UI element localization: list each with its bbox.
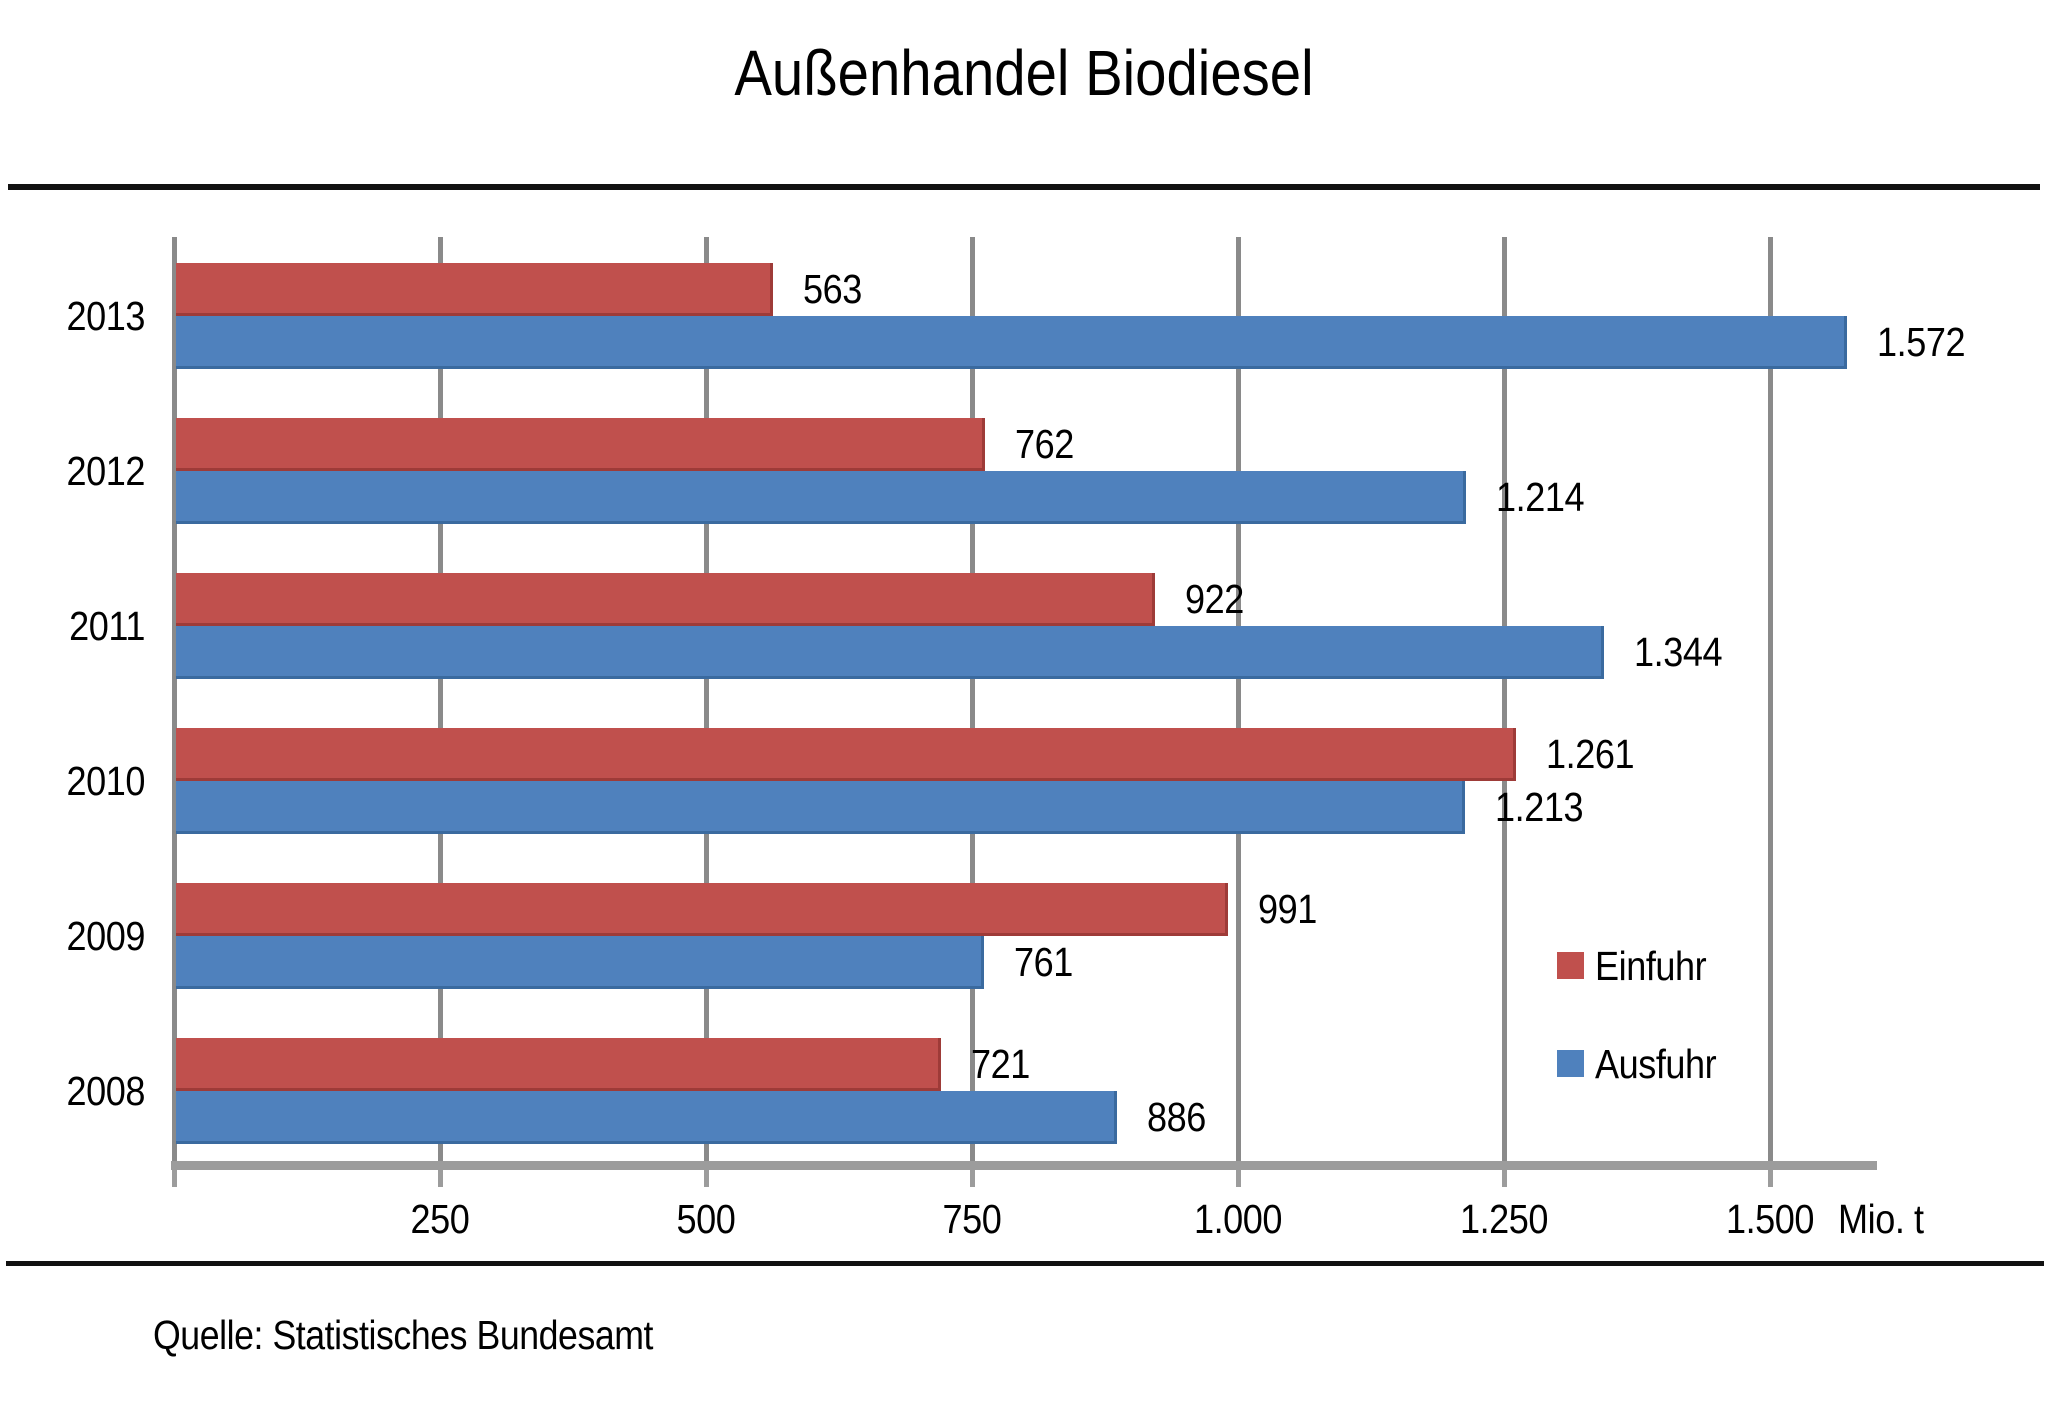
x-tick-label-500: 500 (676, 1196, 736, 1242)
axis-tick-1000 (1235, 1168, 1241, 1187)
bar-einfuhr-2012 (176, 418, 985, 471)
value-label-einfuhr-2012: 762 (1015, 421, 1074, 467)
x-tick-label-1000: 1.000 (1193, 1196, 1283, 1242)
year-label-2010: 2010 (66, 758, 145, 804)
gridline-1500 (1767, 237, 1773, 1161)
value-label-ausfuhr-2008: 886 (1147, 1094, 1206, 1140)
bar-ausfuhr-2010 (176, 781, 1465, 834)
gridline-750 (969, 237, 975, 1161)
legend-swatch-ausfuhr (1557, 1050, 1584, 1077)
bar-einfuhr-2011 (176, 573, 1155, 626)
year-label-2008: 2008 (66, 1068, 145, 1114)
gridline-1250 (1501, 237, 1507, 1161)
x-tick-label-250: 250 (410, 1196, 470, 1242)
bar-ausfuhr-2012 (176, 471, 1466, 524)
legend-swatch-einfuhr (1557, 952, 1584, 979)
top-separator-line (8, 184, 2040, 190)
axis-tick-1500 (1767, 1168, 1773, 1187)
value-label-ausfuhr-2013: 1.572 (1877, 319, 1966, 365)
gridline-250 (437, 237, 443, 1161)
bar-einfuhr-2009 (176, 883, 1228, 936)
value-label-einfuhr-2008: 721 (971, 1041, 1030, 1087)
bar-einfuhr-2013 (176, 263, 773, 316)
value-label-einfuhr-2010: 1.261 (1546, 731, 1635, 777)
value-label-ausfuhr-2009: 761 (1014, 939, 1073, 985)
value-label-einfuhr-2013: 563 (803, 266, 862, 312)
x-tick-label-750: 750 (942, 1196, 1002, 1242)
year-label-2012: 2012 (66, 448, 145, 494)
bar-einfuhr-2010 (176, 728, 1516, 781)
legend-label-ausfuhr: Ausfuhr (1595, 1041, 1717, 1087)
bar-ausfuhr-2009 (176, 936, 984, 989)
value-label-einfuhr-2011: 922 (1185, 576, 1244, 622)
chart-title: Außenhandel Biodiesel (734, 37, 1314, 109)
year-label-2011: 2011 (69, 603, 145, 649)
source-note: Quelle: Statistisches Bundesamt (153, 1312, 654, 1358)
value-label-ausfuhr-2011: 1.344 (1634, 629, 1723, 675)
bottom-separator-line (6, 1261, 2044, 1266)
x-axis-line (171, 1161, 1877, 1170)
axis-tick-500 (703, 1168, 709, 1187)
axis-tick-1250 (1501, 1168, 1507, 1187)
bar-ausfuhr-2013 (176, 316, 1847, 369)
year-label-2009: 2009 (66, 913, 145, 959)
year-label-2013: 2013 (66, 293, 145, 339)
bar-einfuhr-2008 (176, 1038, 941, 1091)
x-tick-label-1250: 1.250 (1459, 1196, 1549, 1242)
gridline-500 (703, 237, 709, 1161)
value-label-ausfuhr-2012: 1.214 (1496, 474, 1585, 520)
value-label-einfuhr-2009: 991 (1258, 886, 1317, 932)
bar-ausfuhr-2011 (176, 626, 1604, 679)
legend-label-einfuhr: Einfuhr (1595, 943, 1707, 989)
gridline-1000 (1235, 237, 1241, 1161)
value-label-ausfuhr-2010: 1.213 (1495, 784, 1584, 830)
x-axis-unit-label: Mio. t (1838, 1196, 1924, 1242)
axis-tick-750 (969, 1168, 975, 1187)
bar-ausfuhr-2008 (176, 1091, 1117, 1144)
axis-tick-250 (437, 1168, 443, 1187)
gridline-0 (171, 237, 177, 1161)
axis-tick-0 (171, 1168, 177, 1187)
x-tick-label-1500: 1.500 (1725, 1196, 1815, 1242)
